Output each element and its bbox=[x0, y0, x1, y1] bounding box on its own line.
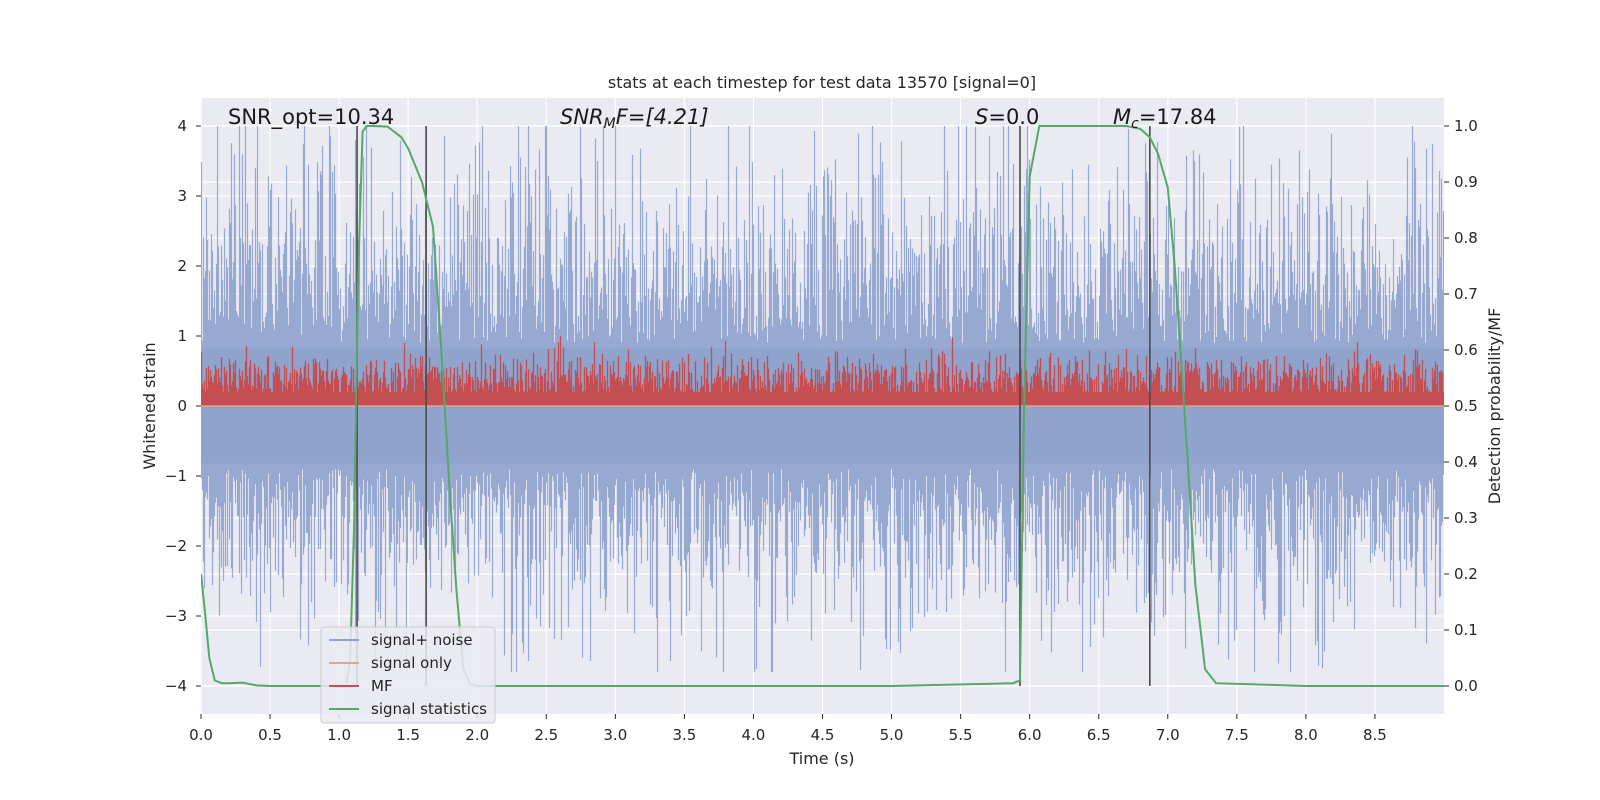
vertical-markers bbox=[356, 126, 1151, 686]
x-tick-label: 1.0 bbox=[327, 726, 351, 744]
annotation-s-rest: =0.0 bbox=[988, 105, 1039, 129]
annotation-snr-mf-sub: M bbox=[604, 116, 616, 132]
x-tick-label: 5.5 bbox=[949, 726, 973, 744]
legend-label-mf: MF bbox=[371, 677, 393, 695]
x-tick-label: 0.0 bbox=[189, 726, 213, 744]
annotation-snr-mf-main: SNR bbox=[560, 105, 604, 129]
annotation-snr-mf: SNRMF=[4.21] bbox=[560, 105, 709, 132]
annotation-mc-main: M bbox=[1113, 105, 1131, 129]
x-tick-label: 6.0 bbox=[1018, 726, 1042, 744]
x-tick-label: 4.5 bbox=[811, 726, 835, 744]
x-tick-label: 8.0 bbox=[1294, 726, 1318, 744]
x-tick-label: 0.5 bbox=[258, 726, 282, 744]
annotation-mc-rest: =17.84 bbox=[1139, 105, 1217, 129]
y-right-tick-label: 0.3 bbox=[1454, 509, 1478, 527]
annotation-s: S=0.0 bbox=[975, 105, 1039, 129]
y-right-tick-label: 0.7 bbox=[1454, 285, 1478, 303]
y-axis-label: Whitened strain bbox=[140, 342, 159, 469]
annotation-snr-mf-rest: F=[4.21] bbox=[616, 105, 709, 129]
legend-box bbox=[320, 626, 496, 724]
y-right-tick-label: 0.0 bbox=[1454, 677, 1478, 695]
x-tick-label: 2.5 bbox=[534, 726, 558, 744]
annotation-mc-sub: c bbox=[1131, 116, 1139, 132]
x-tick-label: 3.0 bbox=[603, 726, 627, 744]
y-right-tick-label: 0.5 bbox=[1454, 397, 1478, 415]
series-signal-statistics bbox=[201, 125, 1444, 687]
y-right-tick-label: 0.2 bbox=[1454, 565, 1478, 583]
series-mf bbox=[201, 336, 1444, 406]
x-tick-label: 1.5 bbox=[396, 726, 420, 744]
y-axis-right-label: Detection probability/MF bbox=[1485, 308, 1504, 505]
x-tick-label: 7.5 bbox=[1225, 726, 1249, 744]
mf-core bbox=[201, 392, 1444, 406]
chart-title: stats at each timestep for test data 135… bbox=[608, 73, 1036, 92]
y-right-tick-label: 1.0 bbox=[1454, 117, 1478, 135]
y-tick-label: 1 bbox=[177, 327, 187, 345]
y-right-tick-label: 0.4 bbox=[1454, 453, 1478, 471]
y-tick-label: 0 bbox=[177, 397, 187, 415]
x-tick-label: 4.0 bbox=[742, 726, 766, 744]
y-tick-label: −2 bbox=[165, 537, 187, 555]
legend-label-signal-noise: signal+ noise bbox=[371, 631, 473, 649]
annotation-s-sym: S bbox=[975, 105, 988, 129]
x-tick-label: 7.0 bbox=[1156, 726, 1180, 744]
annotation-snr-opt: SNR_opt=10.34 bbox=[228, 105, 394, 130]
x-tick-label: 5.0 bbox=[880, 726, 904, 744]
y-right-tick-label: 0.1 bbox=[1454, 621, 1478, 639]
legend-label-signal-statistics: signal statistics bbox=[371, 700, 487, 718]
y-tick-label: 3 bbox=[177, 187, 187, 205]
y-tick-label: 2 bbox=[177, 257, 187, 275]
x-tick-label: 8.5 bbox=[1363, 726, 1387, 744]
y-right-tick-label: 0.6 bbox=[1454, 341, 1478, 359]
x-axis-ticks: 0.0 0.5 1.0 1.5 2.0 2.5 3.0 3.5 4.0 4.5 5.0 5.5 6.0 6… bbox=[189, 714, 1387, 744]
x-axis-label: Time (s) bbox=[788, 749, 854, 768]
x-tick-label: 3.5 bbox=[672, 726, 696, 744]
y-right-tick-label: 0.9 bbox=[1454, 173, 1478, 191]
x-tick-label: 6.5 bbox=[1087, 726, 1111, 744]
legend-label-signal-only: signal only bbox=[371, 654, 452, 672]
legend: signal+ noise signal only MF signal stat… bbox=[320, 626, 496, 724]
y-tick-label: −1 bbox=[165, 467, 187, 485]
x-tick-label: 2.0 bbox=[465, 726, 489, 744]
y-tick-label: 4 bbox=[177, 117, 187, 135]
y-axis-ticks: −4 −3 −2 −1 0 1 2 3 4 bbox=[165, 117, 201, 695]
y-right-tick-label: 0.8 bbox=[1454, 229, 1478, 247]
y-axis-right-ticks: 0.0 0.1 0.2 0.3 0.4 0.5 0.6 0.7 0.8 0.9 1.0 bbox=[1444, 117, 1478, 695]
y-tick-label: −4 bbox=[165, 677, 187, 695]
annotation-mc: Mc=17.84 bbox=[1113, 105, 1217, 132]
y-tick-label: −3 bbox=[165, 607, 187, 625]
